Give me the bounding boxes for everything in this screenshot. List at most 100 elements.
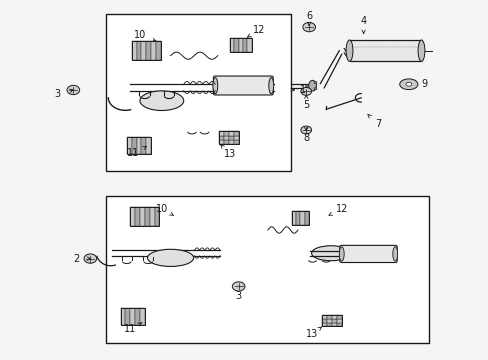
Text: 12: 12 [335, 203, 347, 213]
Bar [322, 315, 326, 319]
Bar [120, 308, 144, 325]
Text: 13: 13 [224, 149, 236, 159]
Ellipse shape [405, 82, 411, 86]
Text: 8: 8 [303, 133, 309, 143]
Text: 13: 13 [306, 329, 318, 339]
Text: 9: 9 [421, 79, 427, 89]
Bar [136, 137, 141, 154]
Bar [224, 136, 228, 140]
Bar [219, 136, 224, 140]
Bar [228, 136, 233, 140]
Bar [125, 308, 130, 325]
Circle shape [232, 282, 244, 291]
Text: 1: 1 [299, 85, 305, 95]
Bar [120, 308, 125, 325]
Bar [322, 319, 326, 323]
Text: 11: 11 [126, 148, 139, 158]
Bar [126, 137, 131, 154]
Bar [247, 38, 251, 52]
Bar [291, 211, 308, 225]
Bar [295, 211, 300, 225]
Circle shape [313, 88, 316, 90]
Bar [300, 211, 304, 225]
Bar [233, 131, 238, 136]
Bar [146, 137, 151, 154]
Bar [106, 14, 290, 171]
Bar [140, 207, 144, 226]
Bar [326, 323, 331, 327]
Bar [304, 211, 308, 225]
Bar [131, 41, 136, 60]
Bar [228, 131, 233, 136]
Text: 10: 10 [155, 203, 167, 213]
Bar [146, 41, 151, 60]
Circle shape [84, 254, 97, 263]
FancyBboxPatch shape [213, 76, 273, 95]
Text: 12: 12 [252, 25, 264, 35]
Bar [141, 137, 146, 154]
Bar [322, 315, 341, 327]
Bar [229, 38, 251, 52]
Ellipse shape [311, 246, 350, 261]
Bar [326, 319, 331, 323]
Bar [130, 207, 135, 226]
Ellipse shape [399, 79, 417, 90]
Bar [106, 196, 428, 342]
Text: 4: 4 [360, 16, 366, 26]
Bar [140, 308, 144, 325]
Ellipse shape [339, 247, 344, 261]
Ellipse shape [268, 78, 273, 94]
Bar [326, 315, 331, 319]
Bar [136, 41, 141, 60]
Bar [349, 40, 421, 62]
Bar [154, 207, 159, 226]
Bar [331, 315, 336, 319]
Bar [130, 207, 159, 226]
Circle shape [300, 87, 311, 95]
Ellipse shape [212, 78, 217, 94]
Ellipse shape [140, 91, 183, 111]
Bar [238, 38, 243, 52]
Ellipse shape [392, 247, 397, 261]
Text: 3: 3 [54, 89, 60, 99]
Bar [233, 140, 238, 144]
Bar [151, 41, 156, 60]
Ellipse shape [308, 80, 316, 91]
Text: 3: 3 [235, 291, 241, 301]
Bar [229, 38, 234, 52]
Bar [243, 38, 247, 52]
Bar [131, 137, 136, 154]
Bar [135, 308, 140, 325]
Text: 7: 7 [374, 118, 381, 129]
Text: 2: 2 [74, 253, 80, 264]
Bar [322, 323, 326, 327]
Bar [135, 207, 140, 226]
Bar [336, 315, 341, 319]
Bar [219, 131, 224, 136]
Bar [233, 136, 238, 140]
Bar [126, 137, 151, 154]
Bar [156, 41, 161, 60]
Bar [331, 319, 336, 323]
Circle shape [305, 85, 307, 87]
Bar [141, 41, 146, 60]
Bar [219, 131, 238, 144]
Bar [144, 207, 149, 226]
Circle shape [313, 81, 316, 84]
Bar [149, 207, 154, 226]
Circle shape [300, 126, 311, 134]
Text: 10: 10 [134, 30, 146, 40]
Bar [130, 308, 135, 325]
Text: 6: 6 [305, 12, 312, 21]
Bar [224, 131, 228, 136]
Ellipse shape [346, 40, 352, 62]
Ellipse shape [147, 249, 193, 266]
Bar [224, 140, 228, 144]
Bar [331, 323, 336, 327]
Bar [228, 140, 233, 144]
Bar [219, 140, 224, 144]
Text: 11: 11 [124, 324, 136, 334]
Bar [131, 41, 161, 60]
Bar [291, 211, 295, 225]
FancyBboxPatch shape [339, 246, 396, 262]
